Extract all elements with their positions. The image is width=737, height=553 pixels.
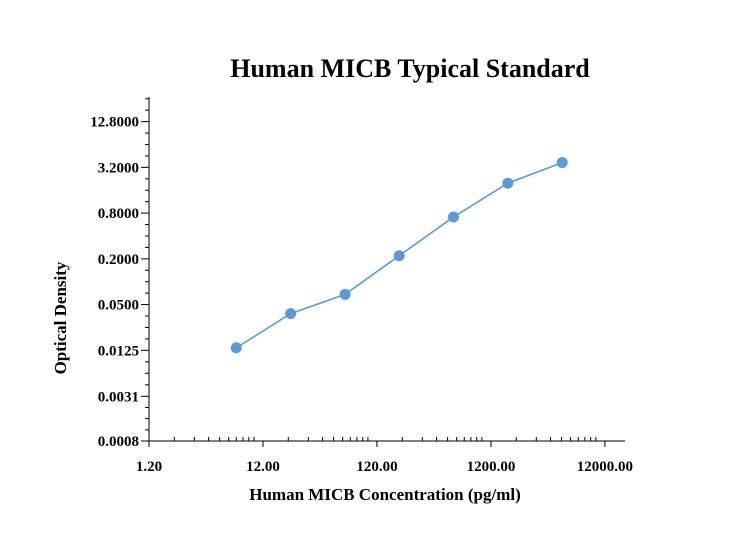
y-tick-label: 0.2000 bbox=[98, 252, 139, 268]
chart-title: Human MICB Typical Standard bbox=[230, 54, 590, 83]
data-point bbox=[339, 288, 351, 300]
y-tick-label: 3.2000 bbox=[98, 160, 139, 176]
x-tick-label: 120.00 bbox=[356, 459, 397, 475]
x-tick-label: 1200.00 bbox=[467, 459, 516, 475]
y-tick-label: 0.0008 bbox=[98, 434, 139, 450]
y-tick-label: 12.8000 bbox=[90, 115, 139, 131]
x-tick-label: 1.20 bbox=[136, 459, 162, 475]
axes: 1.20 12.00 120.00 1200.00 12000.00 0.0008 0.00… bbox=[90, 97, 633, 475]
y-tick-label: 0.0500 bbox=[98, 298, 139, 314]
y-axis-label: Optical Density bbox=[51, 261, 70, 374]
series-layer bbox=[230, 157, 568, 354]
x-axis-label: Human MICB Concentration (pg/ml) bbox=[249, 485, 521, 504]
data-point bbox=[230, 342, 242, 354]
x-tick-label: 12000.00 bbox=[577, 459, 633, 475]
data-point bbox=[285, 308, 297, 320]
data-point bbox=[556, 157, 568, 169]
y-tick-label: 0.0125 bbox=[98, 343, 139, 359]
y-tick-label: 0.0031 bbox=[98, 389, 139, 405]
data-point bbox=[393, 250, 405, 262]
data-point bbox=[502, 177, 514, 189]
data-point bbox=[447, 211, 459, 223]
x-tick-label: 12.00 bbox=[246, 459, 280, 475]
y-tick-label: 0.8000 bbox=[98, 206, 139, 222]
